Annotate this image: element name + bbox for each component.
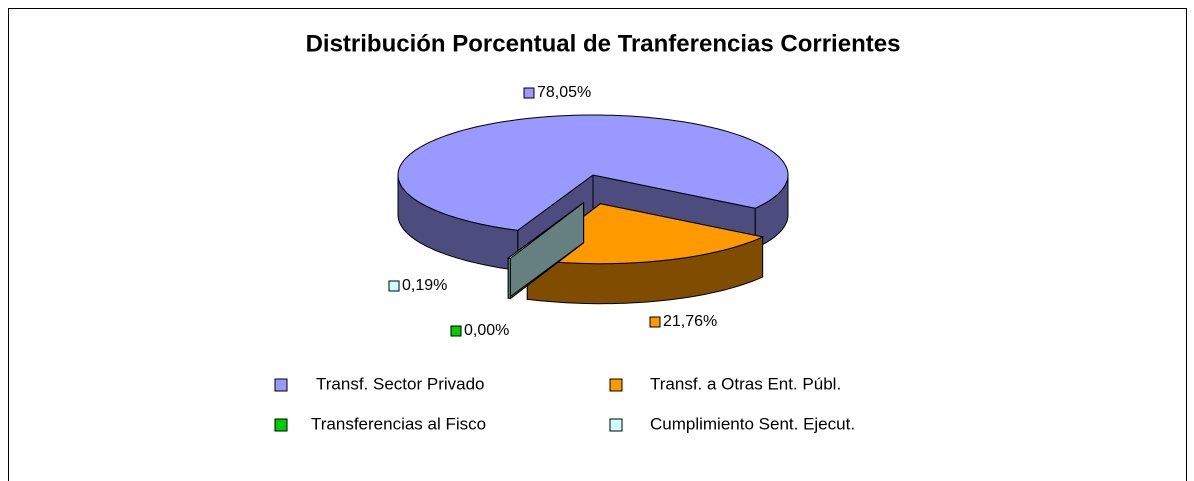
data-label-swatch — [450, 325, 462, 337]
legend-label: Transf. Sector Privado — [316, 374, 485, 393]
slice — [506, 201, 584, 300]
legend-swatch — [274, 378, 288, 392]
data-label-swatch — [388, 280, 400, 292]
legend-label: Transf. a Otras Ent. Públ. — [650, 374, 841, 393]
slice-top — [526, 203, 765, 265]
slice-top — [397, 114, 789, 231]
data-label-swatch — [523, 87, 535, 99]
slice-outer-wall — [507, 257, 511, 299]
legend-swatch — [609, 378, 623, 392]
data-label: 78,05% — [537, 84, 591, 101]
data-label-swatch — [649, 316, 661, 328]
legend-label: Transferencias al Fisco — [311, 414, 486, 433]
chart-title: Distribución Porcentual de Tranferencias… — [306, 30, 901, 57]
data-label: 21,76% — [663, 313, 717, 330]
data-label: 0,19% — [402, 277, 447, 294]
data-label: 0,00% — [464, 322, 509, 339]
slice — [397, 114, 789, 272]
chart-frame — [8, 8, 1187, 481]
legend-label: Cumplimiento Sent. Ejecut. — [650, 414, 855, 433]
legend-swatch — [274, 418, 288, 432]
slice-top — [506, 202, 584, 259]
legend-swatch — [609, 418, 623, 432]
